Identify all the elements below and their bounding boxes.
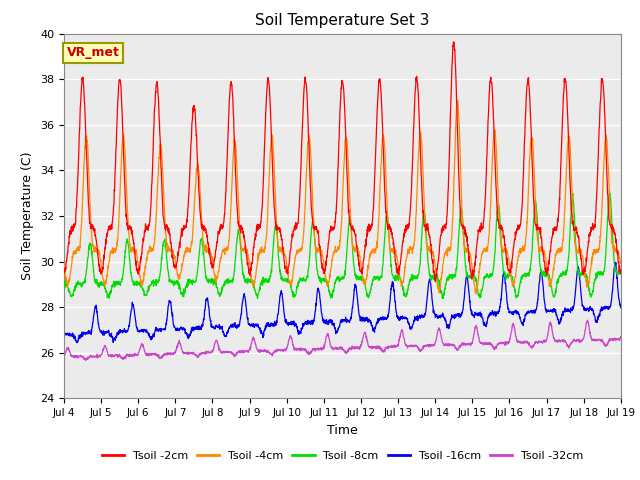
Title: Soil Temperature Set 3: Soil Temperature Set 3: [255, 13, 429, 28]
X-axis label: Time: Time: [327, 424, 358, 437]
Y-axis label: Soil Temperature (C): Soil Temperature (C): [22, 152, 35, 280]
Text: VR_met: VR_met: [67, 47, 120, 60]
Legend: Tsoil -2cm, Tsoil -4cm, Tsoil -8cm, Tsoil -16cm, Tsoil -32cm: Tsoil -2cm, Tsoil -4cm, Tsoil -8cm, Tsoi…: [97, 447, 588, 466]
